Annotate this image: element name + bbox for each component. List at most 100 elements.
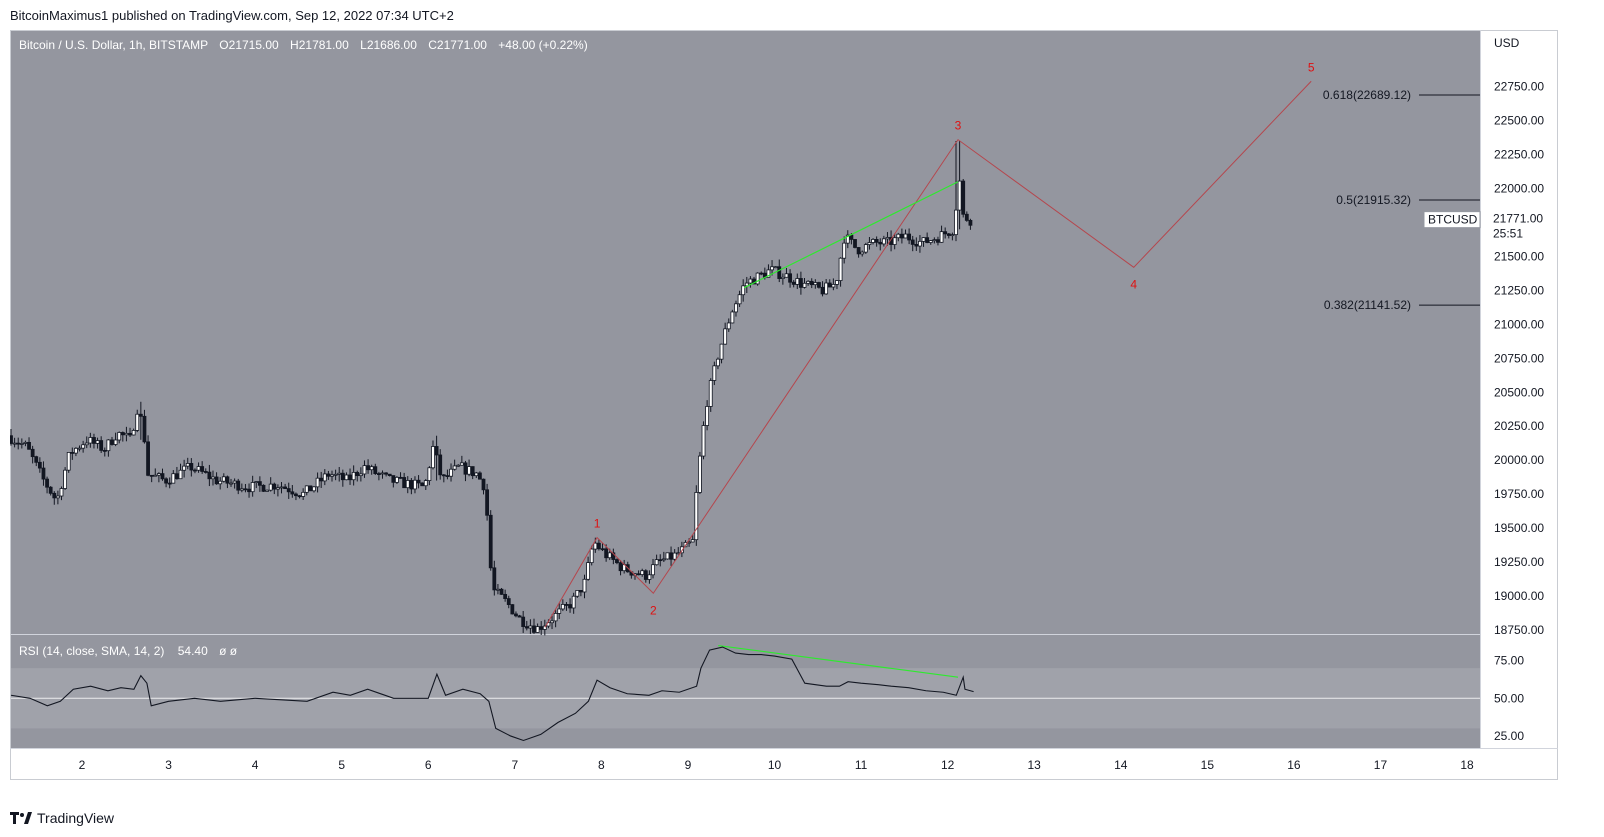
- candle-body: [748, 278, 753, 284]
- last-price-countdown: 25:51: [1493, 227, 1523, 241]
- candle-body: [845, 234, 850, 244]
- candle-body: [431, 446, 435, 469]
- candle-body: [10, 435, 13, 444]
- candle-body: [330, 474, 334, 477]
- candle-body: [777, 266, 782, 279]
- candle-body: [63, 469, 68, 489]
- candle-body: [247, 488, 251, 493]
- candle-body: [286, 488, 291, 493]
- candle-body: [568, 604, 572, 609]
- candle-body: [907, 233, 912, 241]
- candle-body: [120, 432, 125, 436]
- tradingview-label: TradingView: [37, 810, 115, 826]
- candle-body: [463, 462, 468, 475]
- candle-body: [896, 233, 901, 239]
- candle-body: [964, 213, 969, 221]
- rsi-tick-label: 75.00: [1494, 654, 1524, 668]
- candle-body: [239, 488, 244, 491]
- candle-body: [283, 486, 288, 489]
- symbol-legend[interactable]: Bitcoin / U.S. Dollar, 1h, BITSTAMP O217…: [19, 38, 588, 52]
- candle-body: [358, 473, 363, 477]
- candle-body: [615, 559, 619, 564]
- candle-body: [690, 539, 695, 543]
- candle-body: [434, 446, 439, 456]
- price-axis[interactable]: 18750.00 19000.00 19250.00 19500.00 19750.00…: [1494, 80, 1544, 637]
- time-tick-label: 9: [685, 758, 692, 772]
- price-tick-label: 19000.00: [1494, 589, 1544, 603]
- candle-body: [477, 472, 482, 480]
- candle-body: [366, 465, 370, 471]
- rsi-axis[interactable]: 25.00 50.00 75.00: [1494, 654, 1524, 743]
- candle-body: [398, 476, 403, 479]
- fib-label-0.382: 0.382(21141.52): [1324, 298, 1411, 312]
- candle-body: [81, 444, 86, 449]
- candle-body: [824, 282, 829, 295]
- candle-body: [759, 272, 764, 275]
- candle-body: [301, 491, 306, 497]
- candle-body: [373, 466, 378, 474]
- tradingview-brand[interactable]: TradingView: [10, 810, 114, 826]
- candle-body: [643, 570, 648, 580]
- price-pane-background[interactable]: [11, 31, 1480, 634]
- open-label: O: [219, 38, 228, 52]
- candle-body: [503, 593, 508, 599]
- last-price-marker: BTCUSD 21771.00 25:51: [1423, 209, 1554, 242]
- candle-body: [881, 238, 886, 245]
- time-tick-label: 2: [79, 758, 86, 772]
- high-value: 21781.00: [299, 38, 349, 52]
- candle-body: [218, 480, 223, 485]
- candle-body: [853, 239, 857, 248]
- time-tick-label: 6: [425, 758, 432, 772]
- price-tick-label: 18750.00: [1494, 623, 1544, 637]
- candle-body: [784, 273, 789, 278]
- last-price-value: 21771.00: [1493, 212, 1543, 226]
- candle-body: [871, 239, 875, 243]
- candle-body: [496, 588, 500, 591]
- candle-body: [867, 242, 872, 246]
- time-axis[interactable]: 2 3 4 5 6 7 8 9 10 11 12 13 14 15 16 17 18: [79, 758, 1474, 772]
- candle-body: [885, 237, 890, 240]
- candle-body: [582, 578, 587, 593]
- candle-body: [532, 625, 536, 633]
- time-tick-label: 4: [252, 758, 259, 772]
- time-tick-label: 10: [768, 758, 782, 772]
- candle-body: [376, 473, 381, 475]
- candle-body: [167, 482, 172, 485]
- candle-body: [131, 430, 136, 436]
- candle-body: [106, 439, 111, 452]
- candle-body: [802, 282, 807, 288]
- candle-body: [243, 488, 248, 491]
- wave-path: [544, 80, 1312, 628]
- price-tick-label: 22750.00: [1494, 80, 1544, 94]
- rsi-legend[interactable]: RSI (14, close, SMA, 14, 2) 54.40 ø ø: [19, 644, 238, 658]
- time-tick-label: 14: [1114, 758, 1128, 772]
- price-tick-label: 19250.00: [1494, 555, 1544, 569]
- candle-body: [185, 463, 190, 467]
- candle-body: [827, 282, 832, 288]
- candle-body: [788, 273, 792, 283]
- candle-body: [514, 613, 518, 617]
- candle-body: [333, 473, 338, 476]
- candle-body: [726, 322, 731, 330]
- candle-body: [770, 266, 774, 271]
- candle-body: [658, 559, 663, 562]
- rsi-line: [10, 646, 1480, 742]
- last-price-symbol: BTCUSD: [1428, 213, 1478, 227]
- candle-body: [809, 280, 814, 286]
- candle-body: [730, 311, 735, 324]
- candle-body: [892, 237, 897, 245]
- candle-body: [946, 233, 951, 236]
- candle-body: [340, 472, 345, 481]
- candle-body: [539, 626, 544, 630]
- symbol-title: Bitcoin / U.S. Dollar, 1h, BITSTAMP: [19, 38, 208, 52]
- open-value: 21715.00: [229, 38, 279, 52]
- candle-body: [387, 473, 392, 476]
- publisher-line: BitcoinMaximus1 published on TradingView…: [10, 8, 454, 23]
- time-tick-label: 5: [338, 758, 345, 772]
- candle-body: [362, 465, 367, 475]
- candle-body: [553, 613, 558, 622]
- candle-body: [611, 552, 616, 560]
- candle-body: [427, 467, 432, 481]
- candle-body: [957, 180, 962, 211]
